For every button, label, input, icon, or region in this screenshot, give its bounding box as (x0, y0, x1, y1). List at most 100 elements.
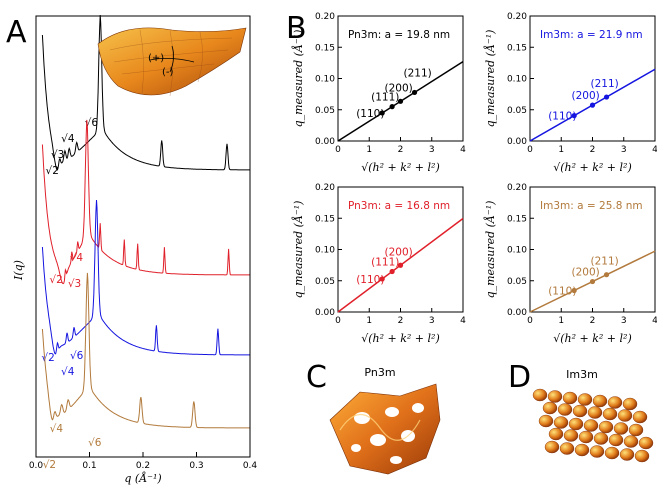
x-tick-label: 4 (460, 316, 466, 326)
lattice-node (628, 423, 644, 437)
data-point (603, 272, 610, 278)
lattice-node (593, 432, 609, 445)
panel-c-title: Pn3m (364, 366, 395, 379)
peak-index-label: √4 (50, 423, 64, 435)
pn3m-structure-image (329, 383, 441, 475)
lattice-node (613, 422, 629, 435)
lattice-node (553, 416, 569, 429)
x-tick-label: 1 (558, 145, 564, 155)
panel-d-title: Im3m (566, 368, 598, 381)
panel-letter-d: D (508, 360, 531, 395)
im3m-structure-image (532, 388, 654, 463)
lattice-node (532, 388, 548, 402)
x-tick-label: 1 (366, 316, 372, 326)
miller-index-label: (211) (404, 67, 432, 79)
lattice-node (547, 390, 563, 403)
peak-index-label: √3 (68, 278, 81, 290)
subplot-xlabel: √(h² + k² + l²) (361, 161, 440, 174)
lattice-node (634, 449, 650, 463)
x-tick-label: 0.4 (243, 461, 258, 471)
panel-letter-b: B (286, 11, 307, 46)
peak-index-label: √2 (41, 352, 54, 364)
y-tick-label: 0.00 (507, 308, 527, 318)
peak-index-label: √6 (70, 350, 84, 362)
peak-index-label: √4 (70, 252, 84, 264)
lattice-node (623, 435, 639, 448)
panel-b2-plot: 0 1 2 3 4 0.00 0.05 0.10 0.15 0.20 (110) (200)(211)… (483, 12, 657, 174)
lattice-node (632, 410, 648, 424)
panel-a-ylabel: I(q) (12, 260, 25, 281)
subplot-ylabel: q_measured (Å⁻¹) (291, 201, 305, 299)
subplot-title: Pn3m: a = 19.8 nm (348, 29, 450, 41)
lattice-node (604, 446, 620, 460)
data-point (571, 113, 577, 119)
lattice-node (562, 391, 578, 405)
lattice-node (589, 445, 605, 458)
lattice-node (563, 429, 579, 442)
panel-b3-plot: 0 1 2 3 4 0.00 0.05 0.10 0.15 0.20 (110) (111)(200)… (291, 183, 466, 345)
lattice-node (638, 436, 654, 450)
lattice-node (544, 440, 560, 454)
saddle-plus-label: (+) (148, 53, 164, 64)
lattice-node (607, 396, 623, 409)
y-tick-label: 0.10 (315, 246, 335, 256)
lattice-node (617, 409, 633, 422)
panel-letter-a: A (6, 15, 27, 50)
lattice-node (592, 394, 608, 408)
x-tick-label: 1 (558, 316, 564, 326)
series-line (41, 119, 250, 285)
panel-a-plot: 0.0 0.1 0.2 0.3 0.4 √2 √3 √4 √6 √2 √3 √4 √2 √4 √6 √2 √4 √… (29, 14, 258, 471)
series-line (41, 14, 250, 171)
data-point (411, 89, 418, 96)
y-tick-label: 0.10 (507, 75, 527, 85)
x-tick-label: 0.1 (82, 461, 96, 471)
lattice-node (572, 404, 588, 418)
series-line (41, 199, 250, 356)
x-tick-label: 3 (429, 316, 435, 326)
y-tick-label: 0.05 (315, 106, 335, 116)
x-tick-label: 0.2 (136, 461, 150, 471)
y-tick-label: 0.20 (507, 183, 527, 193)
y-tick-label: 0.00 (315, 137, 335, 147)
lattice-node (608, 433, 624, 447)
data-point (397, 262, 404, 268)
lattice-node (568, 417, 584, 431)
x-tick-label: 0 (335, 316, 341, 326)
panel-a-xlabel: q (Å⁻¹) (124, 471, 161, 485)
miller-index-label: (211) (591, 256, 619, 268)
x-tick-label: 0 (527, 145, 533, 155)
peak-index-label: √4 (61, 366, 75, 378)
saddle-surface-image: (+) (-) (97, 27, 247, 97)
saddle-minus-label: (-) (162, 67, 174, 78)
x-tick-label: 0 (527, 316, 533, 326)
subplot-ylabel: q_measured (Å⁻¹) (483, 201, 497, 299)
miller-index-label: (110) (548, 286, 576, 298)
lattice-node (598, 420, 614, 434)
x-tick-label: 2 (590, 145, 596, 155)
miller-index-label: (110) (548, 111, 576, 123)
peak-index-label: √4 (61, 133, 75, 145)
data-point (589, 278, 596, 285)
lattice-node (577, 393, 593, 406)
y-tick-label: 0.20 (507, 12, 527, 22)
x-tick-label: 3 (621, 316, 627, 326)
x-tick-label: 2 (590, 316, 596, 326)
miller-index-label: (111) (371, 92, 399, 104)
y-tick-label: 0.10 (315, 75, 335, 85)
subplot-title: Im3m: a = 21.9 nm (540, 29, 643, 41)
lattice-node (559, 442, 575, 455)
panel-b1-plot: 0 1 2 3 4 0.00 0.05 0.10 0.15 0.20 (110) (111)(200)… (291, 12, 466, 174)
data-point (389, 268, 395, 275)
subplot-ylabel: q_measured (Å⁻¹) (291, 30, 305, 128)
peak-index-label: √3 (51, 149, 64, 161)
subplot-xlabel: √(h² + k² + l²) (553, 332, 632, 345)
panel-b4-plot: 0 1 2 3 4 0.00 0.05 0.10 0.15 0.20 (110) (200)(211)… (483, 183, 657, 345)
peak-index-label: √6 (88, 437, 102, 449)
miller-index-label: (200) (385, 246, 413, 258)
data-point (379, 110, 385, 116)
y-tick-label: 0.15 (507, 214, 527, 224)
lattice-node (622, 397, 638, 411)
x-tick-label: 4 (652, 316, 657, 326)
miller-index-label: (200) (572, 90, 600, 102)
panel-letter-c: C (306, 360, 327, 395)
